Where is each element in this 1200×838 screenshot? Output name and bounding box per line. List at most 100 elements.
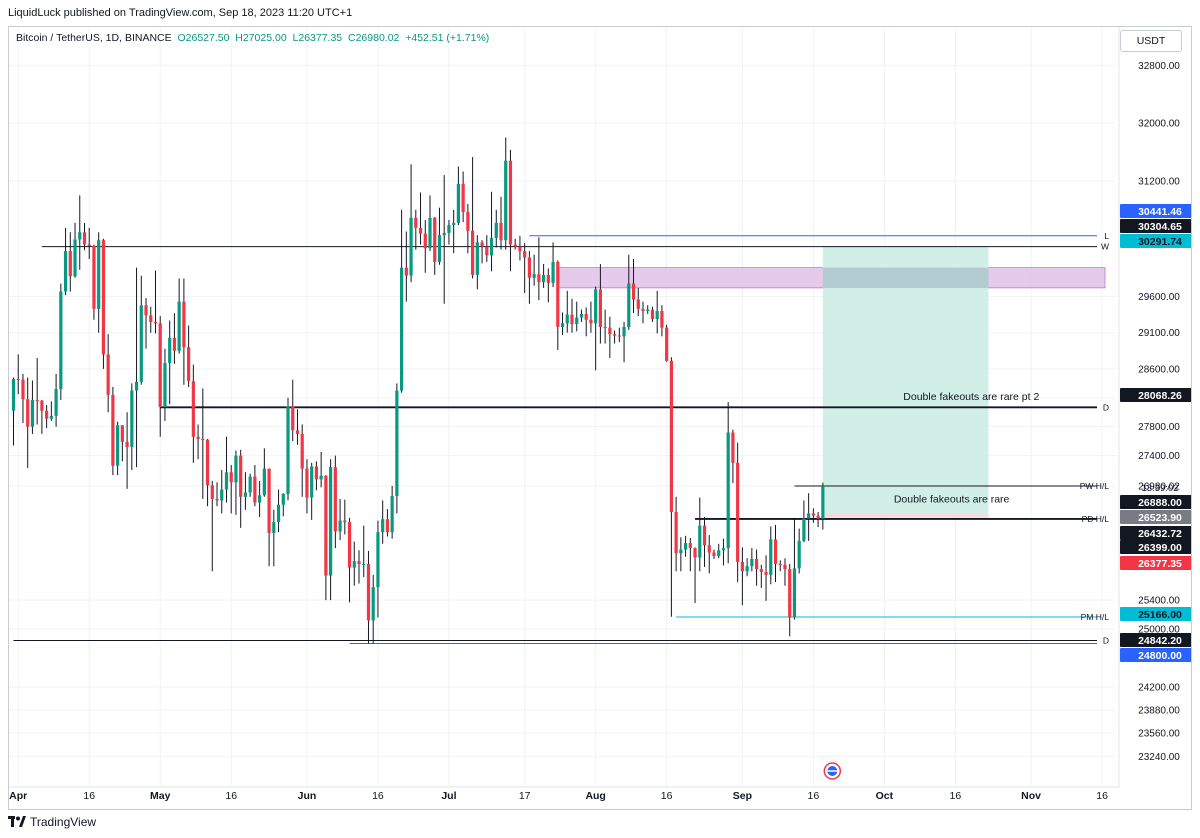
candle-body[interactable] — [494, 222, 498, 239]
candle-body[interactable] — [319, 475, 323, 480]
currency-button[interactable]: USDT — [1120, 30, 1182, 52]
candle-body[interactable] — [433, 217, 437, 262]
candle-body[interactable] — [783, 564, 787, 570]
candle-body[interactable] — [669, 360, 673, 512]
candle-body[interactable] — [551, 261, 555, 283]
candle-body[interactable] — [769, 539, 773, 575]
candle-body[interactable] — [324, 475, 328, 576]
chart-panel[interactable]: L W D PW H/L PD H/L PM H/L D Double fakeouts ar… — [8, 26, 1192, 810]
candle-body[interactable] — [54, 389, 58, 416]
candle-body[interactable] — [745, 566, 749, 572]
candle-body[interactable] — [627, 283, 631, 327]
stop-zone[interactable] — [822, 513, 989, 518]
candle-body[interactable] — [508, 160, 513, 245]
candle-body[interactable] — [759, 569, 763, 572]
candle-body[interactable] — [149, 315, 153, 322]
candle-body[interactable] — [182, 301, 186, 348]
candle-body[interactable] — [622, 326, 626, 337]
candle-body[interactable] — [816, 515, 820, 519]
candle-body[interactable] — [30, 399, 35, 427]
candle-body[interactable] — [461, 183, 465, 213]
candle-body[interactable] — [608, 327, 612, 335]
candle-body[interactable] — [395, 390, 399, 497]
candle-body[interactable] — [428, 217, 432, 249]
candle-body[interactable] — [764, 571, 768, 575]
candle-body[interactable] — [224, 472, 229, 490]
candle-body[interactable] — [456, 183, 461, 223]
candle-body[interactable] — [163, 363, 167, 408]
candle-body[interactable] — [641, 308, 645, 312]
candle-body[interactable] — [381, 519, 385, 533]
candle-body[interactable] — [721, 548, 726, 551]
candle-body[interactable] — [262, 468, 266, 496]
candle-body[interactable] — [239, 455, 243, 497]
candle-body[interactable] — [736, 462, 740, 562]
candle-body[interactable] — [707, 545, 711, 553]
candle-body[interactable] — [153, 321, 158, 324]
candle-body[interactable] — [229, 472, 233, 483]
candle-body[interactable] — [404, 267, 408, 276]
candle-body[interactable] — [333, 467, 337, 532]
candle-body[interactable] — [821, 485, 825, 519]
footer-brand[interactable]: TradingView — [30, 814, 97, 829]
candle-body[interactable] — [248, 476, 252, 493]
candle-body[interactable] — [116, 425, 120, 466]
candle-body[interactable] — [16, 378, 20, 380]
candle-body[interactable] — [802, 518, 806, 541]
candle-body[interactable] — [603, 326, 607, 328]
candle-body[interactable] — [305, 468, 309, 498]
candle-body[interactable] — [101, 240, 106, 355]
candle-body[interactable] — [63, 251, 68, 292]
annotation-text[interactable]: Double fakeouts are rare — [894, 494, 1010, 506]
candle-body[interactable] — [205, 439, 210, 486]
candle-body[interactable] — [683, 543, 688, 550]
candle-body[interactable] — [281, 493, 285, 505]
candle-body[interactable] — [527, 257, 531, 278]
candle-body[interactable] — [187, 347, 191, 382]
candle-body[interactable] — [409, 217, 413, 276]
candle-body[interactable] — [78, 232, 82, 240]
candle-body[interactable] — [788, 569, 792, 618]
candle-body[interactable] — [679, 549, 683, 554]
candle-body[interactable] — [347, 522, 352, 568]
candle-body[interactable] — [400, 267, 404, 391]
candle-body[interactable] — [475, 242, 479, 275]
candle-body[interactable] — [466, 212, 470, 231]
candle-body[interactable] — [541, 274, 546, 283]
candle-body[interactable] — [655, 311, 659, 319]
candle-body[interactable] — [168, 337, 172, 364]
candle-body[interactable] — [792, 568, 797, 618]
candle-body[interactable] — [134, 381, 139, 391]
candle-body[interactable] — [674, 511, 678, 554]
candle-body[interactable] — [144, 305, 148, 316]
candle-body[interactable] — [120, 425, 124, 442]
candle-body[interactable] — [366, 564, 371, 621]
candle-body[interactable] — [45, 410, 49, 419]
candle-body[interactable] — [575, 317, 579, 325]
candle-body[interactable] — [111, 394, 115, 466]
candle-body[interactable] — [702, 525, 707, 546]
candle-body[interactable] — [489, 238, 494, 256]
candle-body[interactable] — [272, 522, 276, 533]
candle-body[interactable] — [717, 550, 721, 557]
candle-body[interactable] — [811, 513, 815, 516]
candle-body[interactable] — [26, 399, 30, 427]
candle-body[interactable] — [452, 222, 456, 226]
candle-body[interactable] — [688, 543, 692, 549]
candle-body[interactable] — [286, 406, 290, 494]
candle-body[interactable] — [21, 379, 25, 400]
candle-body[interactable] — [523, 251, 527, 258]
candle-body[interactable] — [243, 492, 248, 497]
candle-body[interactable] — [276, 504, 281, 523]
candle-body[interactable] — [11, 378, 16, 411]
candle-body[interactable] — [73, 239, 77, 277]
candle-body[interactable] — [665, 327, 669, 361]
candle-body[interactable] — [201, 438, 205, 440]
candle-body[interactable] — [357, 561, 361, 565]
candle-body[interactable] — [371, 587, 375, 621]
candle-body[interactable] — [797, 540, 801, 569]
candle-body[interactable] — [210, 485, 214, 499]
candle-body[interactable] — [97, 240, 101, 309]
candle-body[interactable] — [594, 289, 598, 324]
candle-body[interactable] — [650, 309, 655, 319]
